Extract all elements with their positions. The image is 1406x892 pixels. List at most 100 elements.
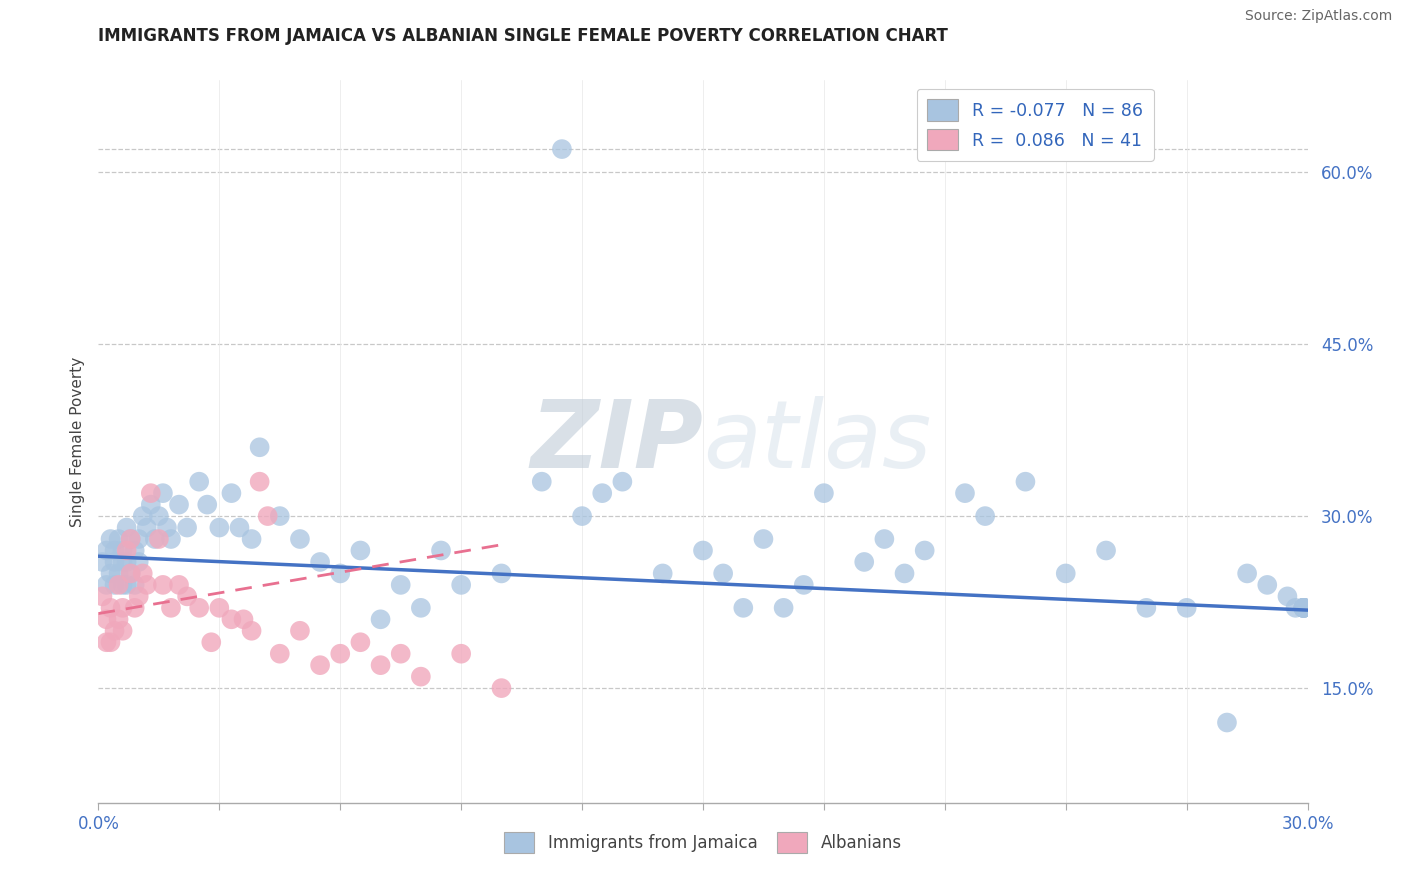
Point (1236, 566, 1258, 581)
Point (107, 566, 129, 581)
Point (128, 590, 150, 604)
Point (96, 543, 118, 558)
Point (128, 532, 150, 546)
Point (571, 509, 593, 524)
Point (135, 578, 157, 592)
Legend: Immigrants from Jamaica, Albanians: Immigrants from Jamaica, Albanians (498, 826, 908, 860)
Point (188, 475, 211, 489)
Point (309, 658, 332, 673)
Point (120, 532, 142, 546)
Point (1256, 578, 1278, 592)
Text: ZIP: ZIP (530, 395, 703, 488)
Point (711, 566, 734, 581)
Point (200, 635, 222, 649)
Point (148, 509, 170, 524)
Point (120, 566, 142, 581)
Point (389, 647, 412, 661)
Point (156, 520, 179, 534)
Point (124, 578, 146, 592)
Point (1292, 600, 1315, 615)
Point (100, 635, 122, 649)
Point (208, 520, 231, 534)
Point (1292, 600, 1315, 615)
Point (873, 532, 896, 546)
Point (1292, 600, 1315, 615)
Point (1095, 543, 1118, 558)
Point (115, 555, 138, 569)
Point (228, 520, 250, 534)
Point (853, 555, 876, 569)
Point (176, 520, 198, 534)
Point (103, 543, 125, 558)
Point (152, 486, 174, 500)
Point (651, 566, 673, 581)
Point (152, 578, 174, 592)
Point (269, 509, 291, 524)
Point (100, 566, 122, 581)
Point (409, 670, 432, 684)
Point (124, 600, 146, 615)
Point (551, 142, 574, 156)
Point (1292, 600, 1315, 615)
Point (1054, 566, 1077, 581)
Point (120, 532, 142, 546)
Point (793, 578, 815, 592)
Point (893, 566, 915, 581)
Point (249, 475, 271, 489)
Point (111, 555, 134, 569)
Point (733, 600, 755, 615)
Point (120, 566, 142, 581)
Point (100, 532, 122, 546)
Point (1284, 600, 1306, 615)
Point (409, 600, 432, 615)
Point (221, 612, 243, 626)
Point (914, 543, 936, 558)
Point (195, 498, 218, 512)
Point (132, 509, 155, 524)
Text: IMMIGRANTS FROM JAMAICA VS ALBANIAN SINGLE FEMALE POVERTY CORRELATION CHART: IMMIGRANTS FROM JAMAICA VS ALBANIAN SING… (98, 27, 948, 45)
Point (107, 612, 129, 626)
Point (139, 486, 162, 500)
Point (1292, 600, 1315, 615)
Point (450, 578, 472, 592)
Point (135, 520, 157, 534)
Point (1277, 590, 1299, 604)
Point (329, 647, 352, 661)
Point (430, 543, 453, 558)
Point (176, 590, 198, 604)
Point (1014, 475, 1036, 489)
Point (752, 532, 775, 546)
Point (491, 681, 513, 695)
Point (974, 509, 997, 524)
Point (143, 532, 166, 546)
Point (389, 578, 412, 592)
Point (309, 555, 332, 569)
Point (132, 566, 155, 581)
Point (288, 532, 311, 546)
Point (124, 543, 146, 558)
Point (269, 647, 291, 661)
Point (329, 566, 352, 581)
Point (103, 624, 125, 638)
Point (772, 600, 794, 615)
Point (530, 475, 553, 489)
Point (111, 600, 134, 615)
Point (96, 578, 118, 592)
Point (91, 555, 114, 569)
Point (591, 486, 613, 500)
Point (1175, 600, 1198, 615)
Point (1292, 600, 1315, 615)
Point (240, 532, 263, 546)
Point (813, 486, 835, 500)
Point (692, 543, 714, 558)
Point (1135, 600, 1157, 615)
Point (612, 475, 634, 489)
Point (100, 600, 122, 615)
Text: Source: ZipAtlas.com: Source: ZipAtlas.com (1244, 9, 1392, 23)
Point (953, 486, 976, 500)
Point (111, 543, 134, 558)
Point (450, 647, 472, 661)
Point (115, 543, 138, 558)
Text: atlas: atlas (703, 396, 931, 487)
Point (1216, 715, 1239, 730)
